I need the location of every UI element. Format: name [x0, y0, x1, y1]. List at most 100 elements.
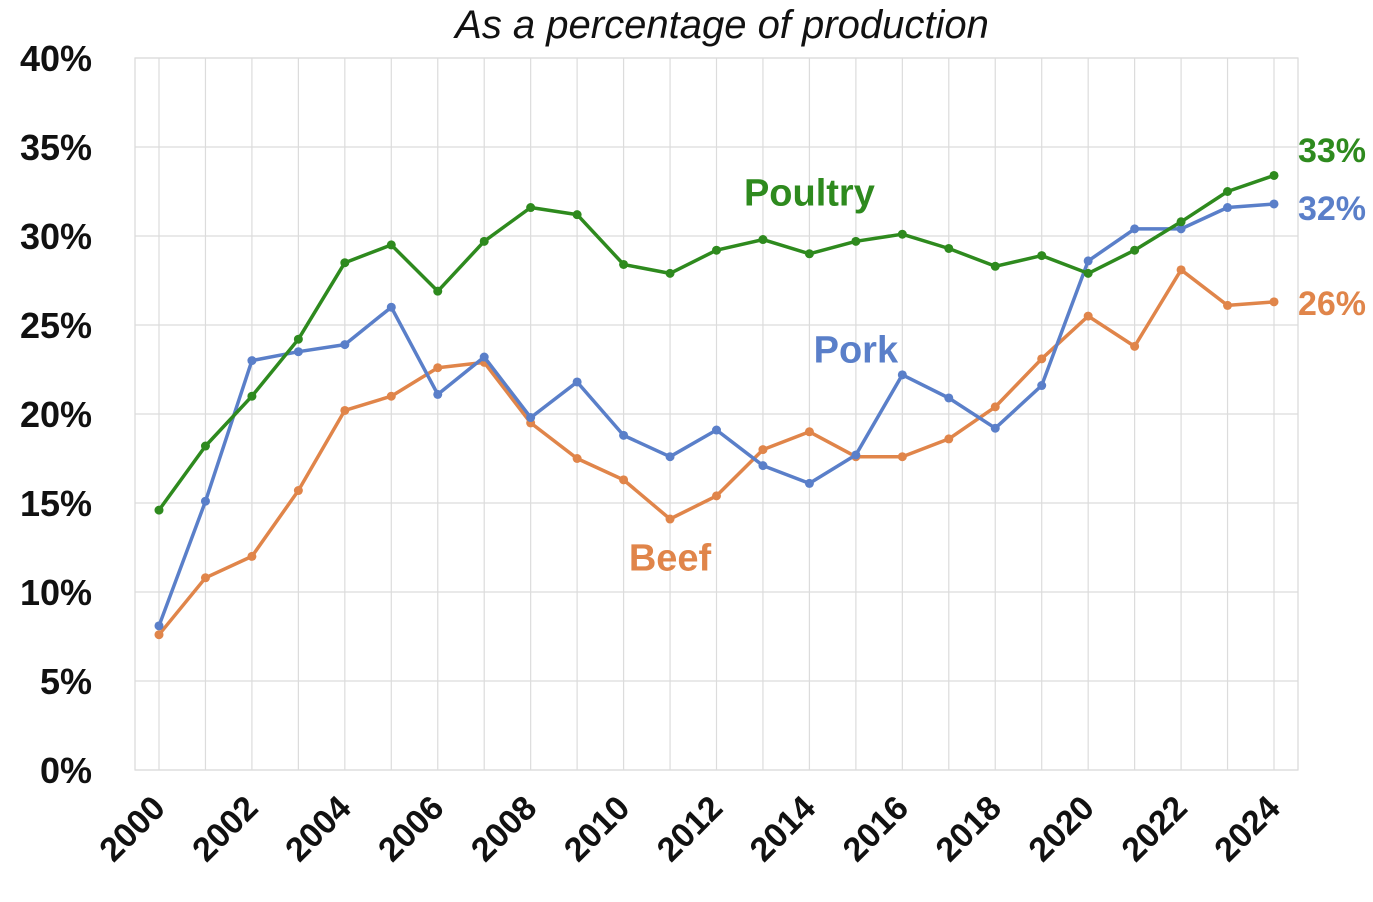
data-point: [572, 454, 582, 463]
data-point: [154, 630, 164, 640]
data-point: [1223, 300, 1233, 310]
data-point: [1037, 381, 1047, 391]
x-tick-label: 2008: [464, 789, 544, 869]
data-point: [665, 268, 675, 278]
x-tick-label: 2014: [743, 789, 823, 869]
data-point: [758, 235, 768, 245]
data-point: [1176, 265, 1186, 275]
series-label-poultry: Poultry: [744, 173, 875, 215]
x-tick-label: 2016: [836, 789, 916, 869]
data-point: [154, 505, 164, 515]
x-tick-label: 2018: [929, 789, 1009, 869]
series-label-pork: Pork: [814, 329, 899, 371]
data-point: [1269, 170, 1279, 180]
series-beef: [154, 265, 1279, 640]
data-point: [293, 347, 303, 357]
data-point: [1037, 251, 1047, 261]
y-tick-label: 30%: [20, 216, 92, 257]
data-point: [944, 434, 954, 444]
data-point: [990, 402, 1000, 412]
data-point: [1037, 354, 1047, 364]
data-point: [526, 203, 536, 213]
data-point: [572, 210, 582, 220]
end-label-pork: 32%: [1298, 190, 1366, 228]
data-point: [200, 496, 210, 506]
data-point: [200, 441, 210, 451]
data-point: [1130, 245, 1140, 255]
data-point: [479, 236, 489, 246]
data-point: [944, 393, 954, 403]
data-point: [247, 356, 257, 366]
x-tick-label: 2024: [1207, 789, 1287, 869]
data-point: [619, 259, 629, 269]
y-tick-label: 10%: [20, 572, 92, 613]
data-point: [897, 452, 907, 462]
data-point: [293, 334, 303, 344]
y-tick-label: 35%: [20, 127, 92, 168]
series-label-beef: Beef: [629, 538, 712, 580]
x-tick-label: 2004: [278, 789, 358, 869]
data-point: [712, 245, 721, 255]
y-tick-label: 15%: [20, 483, 92, 524]
series-pork: [154, 199, 1279, 631]
data-point: [665, 452, 675, 462]
data-point: [1269, 297, 1279, 307]
data-point: [804, 427, 814, 437]
data-point: [619, 430, 629, 440]
data-point: [293, 486, 303, 496]
data-point: [1223, 187, 1233, 196]
data-point: [340, 405, 350, 415]
data-point: [1176, 217, 1186, 227]
x-tick-label: 2020: [1021, 789, 1101, 869]
data-point: [340, 340, 350, 350]
x-tick-label: 2000: [92, 789, 172, 869]
data-point: [1130, 341, 1140, 351]
data-point: [200, 573, 210, 583]
y-tick-label: 25%: [20, 305, 92, 346]
data-point: [433, 363, 443, 373]
data-point: [665, 514, 675, 524]
x-tick-label: 2002: [185, 789, 265, 869]
data-point: [386, 391, 396, 401]
x-axis-ticks: 2000 2002 2004 2006 2008 2010 2012 2014 2016 2018…: [92, 789, 1287, 869]
data-point: [1176, 224, 1186, 234]
y-axis-ticks: 0% 5% 10% 15% 20% 25% 30% 35% 40%: [20, 38, 92, 791]
data-point: [897, 370, 907, 380]
data-point: [897, 229, 907, 239]
data-point: [619, 475, 629, 485]
data-point: [247, 391, 257, 401]
data-point: [851, 450, 861, 460]
gridlines: [135, 57, 1298, 771]
data-point: [433, 286, 443, 296]
end-label-beef: 26%: [1298, 285, 1366, 323]
data-point: [804, 249, 814, 259]
end-label-poultry: 33%: [1298, 132, 1366, 170]
data-point: [851, 236, 861, 246]
data-point: [479, 352, 489, 362]
data-point: [247, 551, 257, 561]
data-point: [572, 377, 582, 387]
data-point: [1083, 256, 1093, 266]
data-point: [804, 478, 814, 488]
data-point: [1223, 203, 1233, 213]
data-point: [1083, 311, 1093, 321]
x-tick-label: 2022: [1114, 789, 1194, 869]
y-tick-label: 20%: [20, 394, 92, 435]
y-tick-label: 0%: [40, 750, 92, 791]
data-point: [944, 243, 954, 253]
x-tick-label: 2010: [557, 789, 637, 869]
data-point: [340, 258, 350, 268]
data-point: [1269, 199, 1279, 209]
data-point: [386, 302, 396, 312]
chart-title: As a percentage of production: [453, 3, 989, 47]
data-point: [990, 261, 1000, 271]
data-point: [712, 425, 721, 435]
series-poultry: [154, 170, 1279, 515]
x-tick-label: 2012: [650, 789, 730, 869]
data-point: [990, 423, 1000, 433]
y-tick-label: 40%: [20, 38, 92, 79]
data-point: [154, 621, 164, 631]
data-point: [526, 413, 536, 423]
data-point: [758, 461, 768, 471]
